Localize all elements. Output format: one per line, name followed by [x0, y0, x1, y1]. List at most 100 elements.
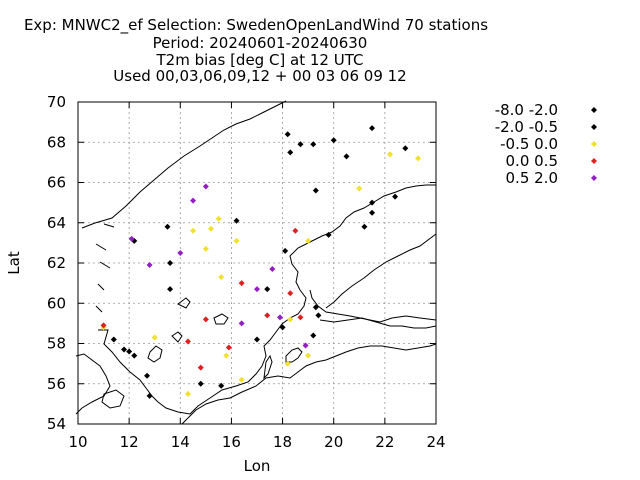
data-point — [287, 149, 294, 156]
data-point — [305, 237, 312, 244]
legend-label-0: -8.0 -2.0 — [495, 101, 558, 119]
data-point — [284, 360, 291, 367]
x-tick-label-6: 22 — [375, 433, 394, 451]
title-line-3: T2m bias [deg C] at 12 UTC — [156, 51, 364, 69]
data-point — [325, 231, 332, 238]
data-point — [202, 316, 209, 323]
data-point — [126, 348, 133, 355]
series-0 — [284, 125, 409, 200]
y-tick-label-7: 68 — [47, 133, 66, 151]
data-point — [302, 342, 309, 349]
coastline-jutland — [75, 353, 111, 415]
coastline-norway-sweden — [81, 100, 436, 415]
data-point — [254, 336, 260, 343]
data-point — [361, 223, 368, 230]
x-tick-label-7: 24 — [426, 433, 445, 451]
data-point — [287, 316, 294, 323]
title-line-1: Exp: MNWC2_ef Selection: SwedenOpenLandW… — [24, 16, 488, 35]
plot-frame — [77, 101, 437, 425]
data-point — [121, 346, 128, 353]
data-point — [297, 141, 304, 148]
series-4 — [128, 183, 309, 349]
legend-marker-0 — [591, 107, 597, 113]
data-point — [287, 290, 294, 297]
data-point — [277, 314, 284, 321]
coastline-lakes — [147, 297, 229, 363]
data-point — [207, 225, 214, 232]
series-2 — [100, 151, 422, 397]
data-point — [100, 322, 107, 329]
data-point — [279, 324, 286, 331]
axis-ticks: 10 12 14 16 18 20 22 24 54 56 58 60 62 64 66 68 70 — [47, 93, 446, 451]
data-point — [146, 262, 153, 269]
data-point — [264, 312, 271, 319]
data-point — [167, 286, 174, 293]
y-tick-label-4: 62 — [47, 254, 66, 272]
data-point — [151, 334, 158, 341]
data-point — [254, 286, 260, 293]
data-point — [190, 197, 197, 204]
data-point — [343, 153, 350, 160]
x-tick-label-3: 16 — [222, 433, 241, 451]
data-point — [225, 344, 232, 351]
data-point — [369, 209, 376, 216]
coastline-oland — [263, 354, 273, 380]
data-point — [197, 364, 204, 371]
data-point — [146, 392, 153, 399]
y-tick-label-5: 64 — [47, 214, 66, 232]
data-point — [131, 352, 138, 359]
legend-marker-2 — [591, 141, 597, 147]
data-point — [315, 312, 322, 319]
x-tick-label-5: 20 — [324, 433, 343, 451]
title: Exp: MNWC2_ef Selection: SwedenOpenLandW… — [24, 16, 488, 85]
legend-label-3: 0.0 0.5 — [506, 152, 558, 170]
data-point — [218, 382, 225, 389]
y-tick-label-8: 70 — [47, 93, 66, 111]
y-tick-label-1: 56 — [47, 375, 66, 393]
data-point — [144, 372, 151, 379]
y-tick-label-0: 54 — [47, 415, 66, 433]
data-point — [177, 249, 184, 256]
data-point — [238, 280, 245, 287]
coastline-finland — [309, 233, 437, 323]
legend-label-1: -2.0 -0.5 — [495, 118, 558, 136]
data-point — [284, 131, 291, 138]
coastline-zealand — [101, 389, 125, 409]
data-point — [197, 380, 204, 387]
data-point — [223, 352, 230, 359]
y-axis-label: Lat — [5, 251, 23, 275]
data-point — [190, 227, 197, 234]
data-point — [356, 185, 363, 192]
title-line-2: Period: 20240601-20240630 — [153, 34, 368, 52]
data-point — [233, 237, 240, 244]
data-point — [238, 376, 245, 383]
series-1 — [110, 199, 376, 399]
data-point — [184, 338, 191, 345]
legend-marker-4 — [591, 175, 597, 181]
x-axis-label: Lon — [244, 457, 271, 475]
data-point — [167, 260, 174, 266]
y-tick-label-3: 60 — [47, 294, 66, 312]
data-point — [392, 193, 399, 200]
data-point — [312, 187, 319, 194]
title-line-4: Used 00,03,06,09,12 + 00 03 06 09 12 — [113, 67, 406, 85]
data-point — [386, 151, 393, 158]
legend-label-2: -0.5 0.0 — [500, 135, 558, 153]
data-point — [282, 247, 289, 254]
data-point — [330, 137, 337, 144]
data-point — [215, 215, 222, 222]
data-point — [184, 390, 191, 397]
series-3 — [100, 227, 304, 371]
data-point — [402, 145, 409, 152]
data-point — [312, 304, 319, 311]
coastline-baltic-south — [181, 343, 437, 425]
coastline-gotland — [285, 347, 303, 363]
data-point — [310, 141, 317, 148]
grid — [78, 102, 436, 424]
y-tick-label-2: 58 — [47, 335, 66, 353]
data-point — [292, 227, 299, 234]
data-point — [269, 266, 276, 273]
data-point — [310, 332, 317, 339]
data-point — [415, 155, 422, 162]
data-point — [233, 217, 240, 224]
